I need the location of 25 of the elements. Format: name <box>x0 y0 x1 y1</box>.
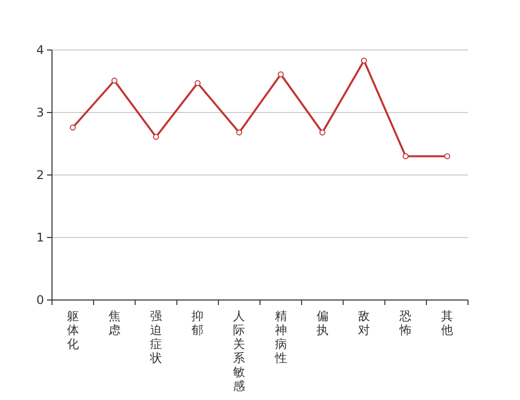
point <box>153 134 159 140</box>
x-tick-label: 躯体化 <box>66 309 79 351</box>
x-tick-label: 抑郁 <box>192 309 204 337</box>
x-tick-label: 人际关系敏感 <box>233 309 246 393</box>
x-tick-label: 强迫症状 <box>149 309 162 365</box>
x-tick-label: 敌对 <box>358 309 370 337</box>
x-tick-label: 精神病性 <box>274 309 287 365</box>
y-tick-label: 0 <box>36 293 44 307</box>
y-tick-label: 4 <box>36 43 44 57</box>
x-tick-label: 焦虑 <box>108 309 120 337</box>
x-tick-label: 偏执 <box>316 309 328 337</box>
point <box>402 153 409 160</box>
point <box>319 130 326 136</box>
x-tick-label: 其他 <box>441 309 454 337</box>
x-tick-label: 恐怖 <box>398 309 412 337</box>
y-tick-label: 2 <box>36 168 44 182</box>
point <box>70 124 76 130</box>
point <box>278 71 284 78</box>
point <box>444 153 450 160</box>
point <box>361 58 367 64</box>
point <box>111 78 118 84</box>
point <box>194 80 201 86</box>
y-tick-label: 3 <box>36 106 44 120</box>
y-tick-label: 1 <box>36 230 44 244</box>
point <box>236 130 242 136</box>
